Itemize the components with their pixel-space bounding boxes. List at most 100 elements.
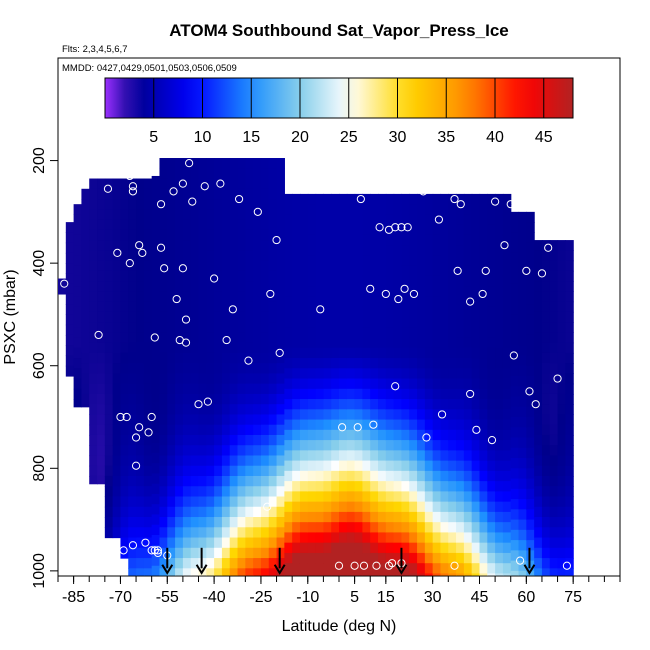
heatmap-cell — [276, 404, 285, 416]
heatmap-cell — [354, 470, 364, 482]
heatmap-cell — [206, 517, 215, 528]
heatmap-cell — [182, 260, 192, 272]
heatmap-cell — [221, 434, 231, 446]
heatmap-cell — [307, 358, 317, 369]
heatmap-cell — [104, 517, 114, 528]
heatmap-cell — [463, 327, 473, 339]
heatmap-cell — [112, 270, 122, 282]
heatmap-cell — [214, 332, 223, 344]
heatmap-cell — [495, 306, 504, 318]
heatmap-cell — [362, 193, 371, 205]
heatmap-cell — [424, 522, 434, 534]
heatmap-cell — [182, 301, 192, 313]
heatmap-cell — [221, 168, 231, 180]
heatmap-cell — [502, 460, 512, 472]
heatmap-cell — [393, 234, 403, 246]
heatmap-cell — [510, 509, 520, 521]
heatmap-cell — [104, 373, 114, 385]
heatmap-cell — [143, 332, 153, 344]
heatmap-cell — [463, 429, 473, 441]
heatmap-cell — [495, 491, 504, 503]
heatmap-cell — [471, 573, 481, 576]
heatmap-cell — [229, 465, 239, 477]
heatmap-cell — [104, 199, 114, 210]
heatmap-cell — [175, 496, 184, 508]
heatmap-cell — [89, 322, 98, 333]
heatmap-cell — [417, 511, 426, 523]
heatmap-cell — [424, 224, 434, 236]
heatmap-cell — [190, 404, 200, 416]
heatmap-cell — [143, 240, 153, 251]
heatmap-cell — [565, 270, 574, 282]
sample-point — [291, 159, 300, 168]
heatmap-cell — [260, 568, 270, 576]
heatmap-cell — [190, 496, 200, 508]
heatmap-cell — [557, 301, 566, 313]
heatmap-cell — [143, 363, 153, 375]
heatmap-cell — [495, 470, 504, 482]
heatmap-cell — [354, 552, 364, 564]
sample-point — [544, 243, 553, 252]
heatmap-cell — [541, 393, 551, 405]
heatmap-cell — [237, 506, 246, 518]
heatmap-cell — [401, 368, 410, 380]
heatmap-cell — [81, 311, 90, 323]
heatmap-cell — [89, 281, 98, 292]
heatmap-cell — [557, 537, 566, 549]
heatmap-cell — [112, 496, 122, 508]
heatmap-cell — [526, 488, 535, 500]
heatmap-cell — [409, 275, 418, 287]
heatmap-cell — [182, 547, 192, 559]
heatmap-cell — [385, 286, 395, 298]
heatmap-cell — [221, 199, 231, 210]
heatmap-cell — [456, 399, 465, 410]
heatmap-cell — [175, 363, 184, 375]
heatmap-cell — [471, 563, 481, 575]
heatmap-cell — [354, 368, 364, 380]
heatmap-cell — [401, 460, 410, 472]
heatmap-cell — [112, 527, 122, 539]
heatmap-cell — [510, 345, 520, 357]
heatmap-cell — [549, 352, 559, 364]
heatmap-cell — [370, 481, 379, 492]
sample-point — [135, 241, 144, 250]
heatmap-cell — [136, 281, 145, 292]
heatmap-cell — [448, 306, 457, 318]
heatmap-cell — [206, 506, 215, 518]
heatmap-cell — [214, 414, 223, 426]
heatmap-cell — [292, 491, 301, 503]
sample-point — [141, 161, 150, 170]
sample-point — [338, 423, 347, 432]
heatmap-cell — [128, 229, 137, 241]
heatmap-cell — [214, 434, 223, 446]
heatmap-cell — [167, 352, 176, 364]
heatmap-cell — [339, 347, 348, 359]
heatmap-cell — [245, 270, 254, 282]
heatmap-cell — [463, 204, 473, 216]
heatmap-cell — [432, 255, 442, 267]
heatmap-cell — [362, 306, 371, 318]
heatmap-cell — [284, 214, 293, 226]
heatmap-cell — [245, 393, 254, 405]
heatmap-cell — [284, 419, 293, 431]
heatmap-cell — [175, 568, 184, 576]
heatmap-cell — [260, 486, 270, 498]
heatmap-cell — [487, 470, 496, 482]
heatmap-cell — [417, 358, 426, 369]
heatmap-cell — [448, 491, 457, 503]
heatmap-cell — [510, 447, 520, 459]
heatmap-cell — [128, 363, 137, 375]
heatmap-cell — [393, 286, 403, 298]
heatmap-cell — [151, 278, 161, 290]
sample-point — [119, 546, 128, 555]
heatmap-cell — [385, 296, 395, 308]
heatmap-cell — [362, 491, 371, 503]
heatmap-cell — [182, 342, 192, 354]
heatmap-cell — [534, 352, 543, 364]
heatmap-cell — [541, 270, 551, 282]
heatmap-cell — [331, 306, 340, 318]
heatmap-cell — [237, 496, 246, 508]
heatmap-cell — [362, 511, 371, 523]
heatmap-cell — [112, 311, 122, 323]
heatmap-cell — [323, 501, 332, 513]
